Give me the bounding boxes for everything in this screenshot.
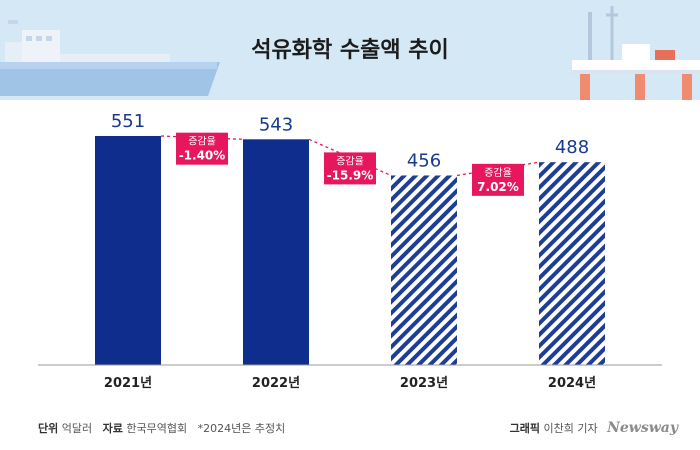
change-rate-value: -15.9%	[327, 168, 374, 182]
change-rate-box	[324, 152, 376, 185]
bar-2024년	[539, 162, 605, 365]
footer-source: 단위 억달러 자료 한국무역협회 *2024년은 추정치	[38, 420, 285, 436]
footer-credit: 그래픽 이찬희 기자 Newsway	[510, 420, 678, 436]
value-label: 488	[555, 137, 589, 158]
value-label: 543	[259, 114, 293, 135]
bar-2022년	[243, 139, 309, 365]
estimate-note: *2024년은 추정치	[197, 422, 286, 435]
x-tick-label: 2024년	[548, 376, 596, 391]
bars: 551 543 456 488	[95, 111, 605, 365]
change-rate-value: 7.02%	[477, 180, 519, 194]
credit-key: 그래픽	[509, 422, 540, 435]
value-label: 456	[407, 150, 441, 171]
change-connector	[456, 161, 540, 177]
unit-key: 단위	[38, 422, 59, 435]
source-value: 한국무역협회	[126, 422, 188, 435]
credit-value: 이찬희 기자	[543, 422, 598, 435]
unit-value: 억달러	[61, 422, 93, 435]
x-tick-label: 2022년	[252, 376, 300, 391]
x-tick-label: 2023년	[400, 376, 448, 391]
brand-logo: Newsway	[607, 420, 678, 436]
source-key: 자료	[102, 422, 123, 435]
bar-2023년	[391, 175, 457, 365]
change-connector	[160, 135, 244, 140]
value-label: 551	[111, 111, 145, 132]
oil-rig-illustration	[572, 6, 700, 100]
header-banner: 석유화학 수출액 추이	[0, 0, 700, 100]
change-rate-label: 증감율	[188, 136, 216, 148]
chart-title: 석유화학 수출액 추이	[251, 38, 448, 63]
x-axis-labels: 2021년 2022년 2023년 2024년	[104, 376, 596, 391]
bar-2021년	[95, 136, 161, 365]
change-rate-label: 증감율	[336, 155, 364, 167]
change-rate-label: 증감율	[484, 167, 512, 179]
change-rate-box	[176, 132, 228, 165]
x-tick-label: 2021년	[104, 376, 152, 391]
change-rate-value: -1.40%	[179, 149, 226, 163]
change-rate-box	[472, 163, 524, 196]
ship-illustration	[0, 20, 220, 96]
